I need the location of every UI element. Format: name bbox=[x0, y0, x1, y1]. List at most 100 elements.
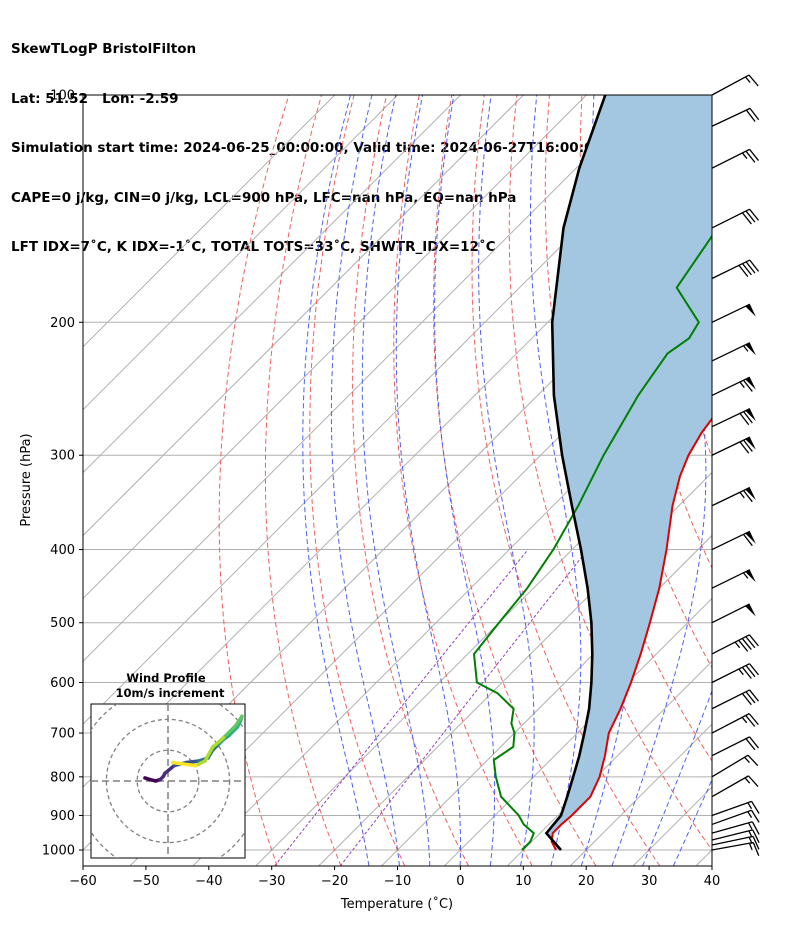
isotherm-line bbox=[83, 95, 524, 537]
wind-barb bbox=[711, 376, 756, 397]
wind-barb bbox=[711, 259, 760, 280]
hodograph-trace-segment bbox=[184, 759, 201, 765]
x-tick-label: 30 bbox=[641, 874, 658, 889]
wind-barb bbox=[711, 107, 760, 127]
wind-barb bbox=[711, 809, 760, 826]
moist-adiabat-line bbox=[361, 95, 431, 866]
moist-adiabat-line bbox=[478, 95, 535, 866]
wind-barb bbox=[711, 148, 760, 169]
wind-barb bbox=[711, 74, 759, 96]
wind-barb bbox=[711, 713, 759, 734]
hodograph-inset: Wind Profile 10m/s increment bbox=[90, 671, 246, 859]
wind-barb bbox=[711, 208, 760, 229]
y-tick-label: 400 bbox=[50, 543, 75, 558]
x-tick-label: −20 bbox=[321, 874, 348, 889]
isotherm-line bbox=[83, 95, 461, 474]
cin-area bbox=[546, 95, 712, 850]
wind-barb bbox=[711, 736, 760, 757]
isotherm-line bbox=[506, 660, 712, 866]
dry-adiabat-line bbox=[777, 95, 794, 866]
x-tick-label: −40 bbox=[195, 874, 222, 889]
wind-barb bbox=[711, 303, 756, 323]
isotherm-line bbox=[381, 534, 712, 866]
sounding-profiles bbox=[472, 95, 712, 851]
dry-adiabat-line bbox=[218, 95, 290, 866]
hodograph-trace-segment bbox=[170, 760, 186, 766]
dry-adiabat-line bbox=[264, 95, 342, 866]
wind-barb bbox=[711, 841, 760, 857]
y-tick-label: 700 bbox=[50, 727, 75, 742]
hodograph-trace-segment bbox=[203, 745, 215, 763]
y-axis-ticks: 100 200 300 400 500 600 700 800 900 1000 bbox=[42, 89, 83, 859]
mixing-ratio-line bbox=[274, 549, 529, 866]
wind-barb bbox=[711, 486, 756, 507]
mixing-ratio-line bbox=[339, 549, 588, 866]
isotherm-line bbox=[318, 471, 712, 866]
wind-barb bbox=[711, 634, 759, 655]
y-tick-label: 1000 bbox=[42, 844, 75, 859]
y-tick-label: 900 bbox=[50, 809, 75, 824]
x-axis-ticks: −60 −50 −40 −30 −20 −10 0 10 20 30 40 bbox=[69, 866, 720, 889]
x-axis-label: Temperature (˚C) bbox=[340, 896, 453, 912]
cape-cin-fill bbox=[546, 95, 712, 850]
wind-barb bbox=[711, 829, 760, 843]
x-tick-label: −50 bbox=[132, 874, 159, 889]
y-tick-label: 100 bbox=[50, 89, 75, 104]
y-tick-label: 600 bbox=[50, 676, 75, 691]
wind-barb bbox=[711, 436, 756, 456]
hodograph-trace-segment bbox=[227, 725, 240, 737]
chart-title: SkewTLogP BristolFilton bbox=[11, 41, 197, 57]
wind-barb bbox=[711, 775, 759, 798]
y-tick-label: 300 bbox=[50, 449, 75, 464]
wind-barb bbox=[711, 754, 759, 778]
dry-adiabat-line bbox=[471, 95, 661, 866]
instability-indices: CAPE=0 j/kg, CIN=0 j/kg, LCL=900 hPa, LF… bbox=[11, 189, 517, 206]
x-tick-label: −60 bbox=[69, 874, 96, 889]
x-tick-label: −30 bbox=[258, 874, 285, 889]
chart-header: SkewTLogP BristolFilton Lat: 51.52 Lon: … bbox=[11, 8, 627, 272]
parcel-path-line bbox=[544, 95, 607, 851]
wind-barb bbox=[711, 835, 760, 850]
isotherm-line bbox=[83, 95, 587, 600]
x-tick-label: 40 bbox=[704, 874, 721, 889]
moist-adiabat-line bbox=[642, 689, 712, 866]
x-tick-label: 20 bbox=[578, 874, 595, 889]
hodograph-trace-segment bbox=[163, 763, 176, 776]
hodograph-trace-segment bbox=[221, 723, 238, 740]
moist-adiabat-line bbox=[395, 95, 461, 866]
dry-adiabat-line bbox=[508, 95, 712, 851]
dewpoint-line bbox=[472, 234, 712, 851]
hodograph-trace-segment bbox=[181, 762, 198, 768]
y-axis-label: Pressure (hPa) bbox=[19, 433, 34, 526]
dry-adiabat-line bbox=[745, 95, 794, 866]
dry-adiabat-line bbox=[352, 95, 469, 866]
moist-adiabat-line bbox=[530, 95, 582, 866]
dry-adiabat-line bbox=[393, 95, 533, 866]
wind-barb bbox=[711, 800, 760, 817]
wind-barb bbox=[711, 689, 760, 710]
wind-barb bbox=[711, 569, 756, 589]
isotherm-line bbox=[255, 408, 712, 866]
wind-barb bbox=[711, 821, 760, 835]
y-tick-label: 500 bbox=[50, 616, 75, 631]
x-tick-label: −10 bbox=[384, 874, 411, 889]
wind-barb bbox=[711, 530, 756, 551]
isotherm-line bbox=[83, 95, 650, 663]
moist-adiabat-line bbox=[302, 95, 370, 866]
moist-adiabat-line bbox=[330, 95, 400, 866]
wind-barb bbox=[711, 663, 760, 684]
hodograph-subtitle: 10m/s increment bbox=[116, 686, 225, 700]
y-tick-label: 800 bbox=[50, 770, 75, 785]
hodograph-trace-segment bbox=[234, 714, 244, 728]
hodograph-trace-segment bbox=[210, 736, 226, 749]
dry-adiabat-line bbox=[309, 95, 406, 866]
temperature-line bbox=[550, 417, 712, 851]
isotherm-line bbox=[569, 723, 712, 866]
hodograph-title: Wind Profile bbox=[126, 671, 206, 685]
stability-indices: LFT IDX=7˚C, K IDX=-1˚C, TOTAL TOTS=33˚C… bbox=[11, 239, 496, 255]
moist-adiabat-line bbox=[434, 95, 496, 866]
isotherm-line bbox=[444, 597, 712, 866]
x-tick-label: 10 bbox=[515, 874, 532, 889]
isotherm-line bbox=[129, 283, 712, 866]
